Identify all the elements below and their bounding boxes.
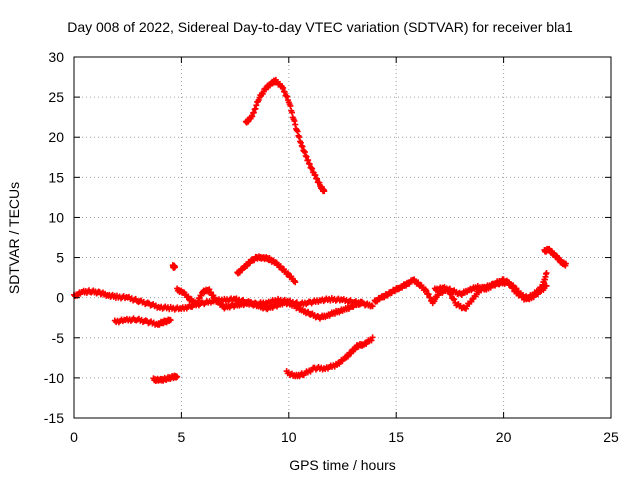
data-point — [316, 179, 323, 186]
data-point — [207, 289, 214, 296]
y-tick-label: -5 — [52, 330, 65, 346]
data-point — [253, 102, 260, 109]
data-point — [543, 282, 550, 289]
x-tick-label: 20 — [496, 429, 512, 445]
data-point — [280, 84, 287, 91]
data-point — [206, 286, 213, 293]
data-point — [301, 149, 308, 156]
series-right-tail — [541, 245, 569, 269]
data-point — [427, 294, 434, 301]
data-point — [368, 337, 375, 344]
chart-title: Day 008 of 2022, Sidereal Day-to-day VTE… — [67, 19, 573, 35]
x-tick-label: 0 — [70, 429, 78, 445]
data-point — [284, 93, 291, 100]
data-point — [291, 117, 298, 124]
axis-ticks: 0 5 10 15 20 25 -15 -10 -5 0 5 10 15 20 25 30 — [44, 49, 619, 445]
data-point — [510, 282, 517, 289]
data-point — [423, 287, 430, 294]
data-point — [250, 109, 257, 116]
x-tick-label: 5 — [178, 429, 186, 445]
y-tick-label: 15 — [48, 169, 64, 185]
data-point — [287, 102, 294, 109]
series-mid-low — [111, 315, 174, 328]
data-point — [369, 303, 376, 310]
series-small-arc — [234, 253, 299, 286]
y-tick-label: 10 — [48, 209, 64, 225]
data-point — [198, 292, 205, 299]
series-baseline-c — [371, 270, 550, 312]
y-tick-label: 30 — [48, 49, 64, 65]
series-low-short — [150, 372, 181, 384]
data-point — [321, 188, 328, 195]
data-point — [167, 317, 174, 324]
data-point — [451, 296, 458, 303]
data-point — [294, 128, 301, 135]
data-point — [297, 139, 304, 146]
y-tick-label: -10 — [44, 370, 64, 386]
data-point — [368, 302, 375, 309]
data-point — [302, 152, 309, 159]
data-point — [292, 121, 299, 128]
data-point — [312, 172, 319, 179]
data-point — [469, 296, 476, 303]
data-point — [301, 148, 308, 155]
y-tick-label: 0 — [56, 290, 64, 306]
x-axis-label: GPS time / hours — [289, 457, 396, 473]
x-tick-label: 25 — [603, 429, 619, 445]
data-point — [306, 161, 313, 168]
y-tick-label: 20 — [48, 129, 64, 145]
data-point — [369, 334, 376, 341]
series-rising-low — [283, 334, 376, 380]
data-point — [292, 279, 299, 286]
data-point — [543, 270, 550, 276]
data-point — [425, 291, 432, 298]
data-point — [313, 175, 320, 182]
data-point — [562, 260, 569, 267]
data-point — [305, 157, 312, 164]
y-tick-label: -15 — [44, 410, 64, 426]
y-tick-label: 25 — [48, 89, 64, 105]
y-axis-label: SDTVAR / TECUs — [6, 181, 22, 295]
data-point — [171, 264, 178, 271]
data-point — [299, 143, 306, 150]
x-tick-label: 10 — [281, 429, 297, 445]
series-baseline-a — [71, 287, 376, 313]
data-point — [303, 153, 310, 160]
data-points — [71, 76, 569, 384]
data-point — [174, 373, 181, 380]
series-isolated — [169, 262, 178, 271]
x-tick-label: 15 — [388, 429, 404, 445]
data-point — [358, 298, 365, 305]
plot-frame — [73, 56, 612, 419]
series-baseline-d — [431, 276, 550, 303]
data-point — [249, 113, 256, 120]
data-point — [298, 142, 305, 149]
data-point — [194, 300, 201, 307]
data-point — [513, 285, 520, 292]
data-point — [281, 88, 288, 95]
y-tick-label: 5 — [56, 250, 64, 266]
data-point — [252, 105, 259, 112]
data-point — [289, 109, 296, 116]
data-point — [309, 165, 316, 172]
series-tall-arc — [242, 76, 328, 195]
series-baseline-b — [174, 285, 365, 322]
grid — [74, 57, 611, 418]
data-point — [296, 134, 303, 141]
data-point — [210, 292, 217, 299]
